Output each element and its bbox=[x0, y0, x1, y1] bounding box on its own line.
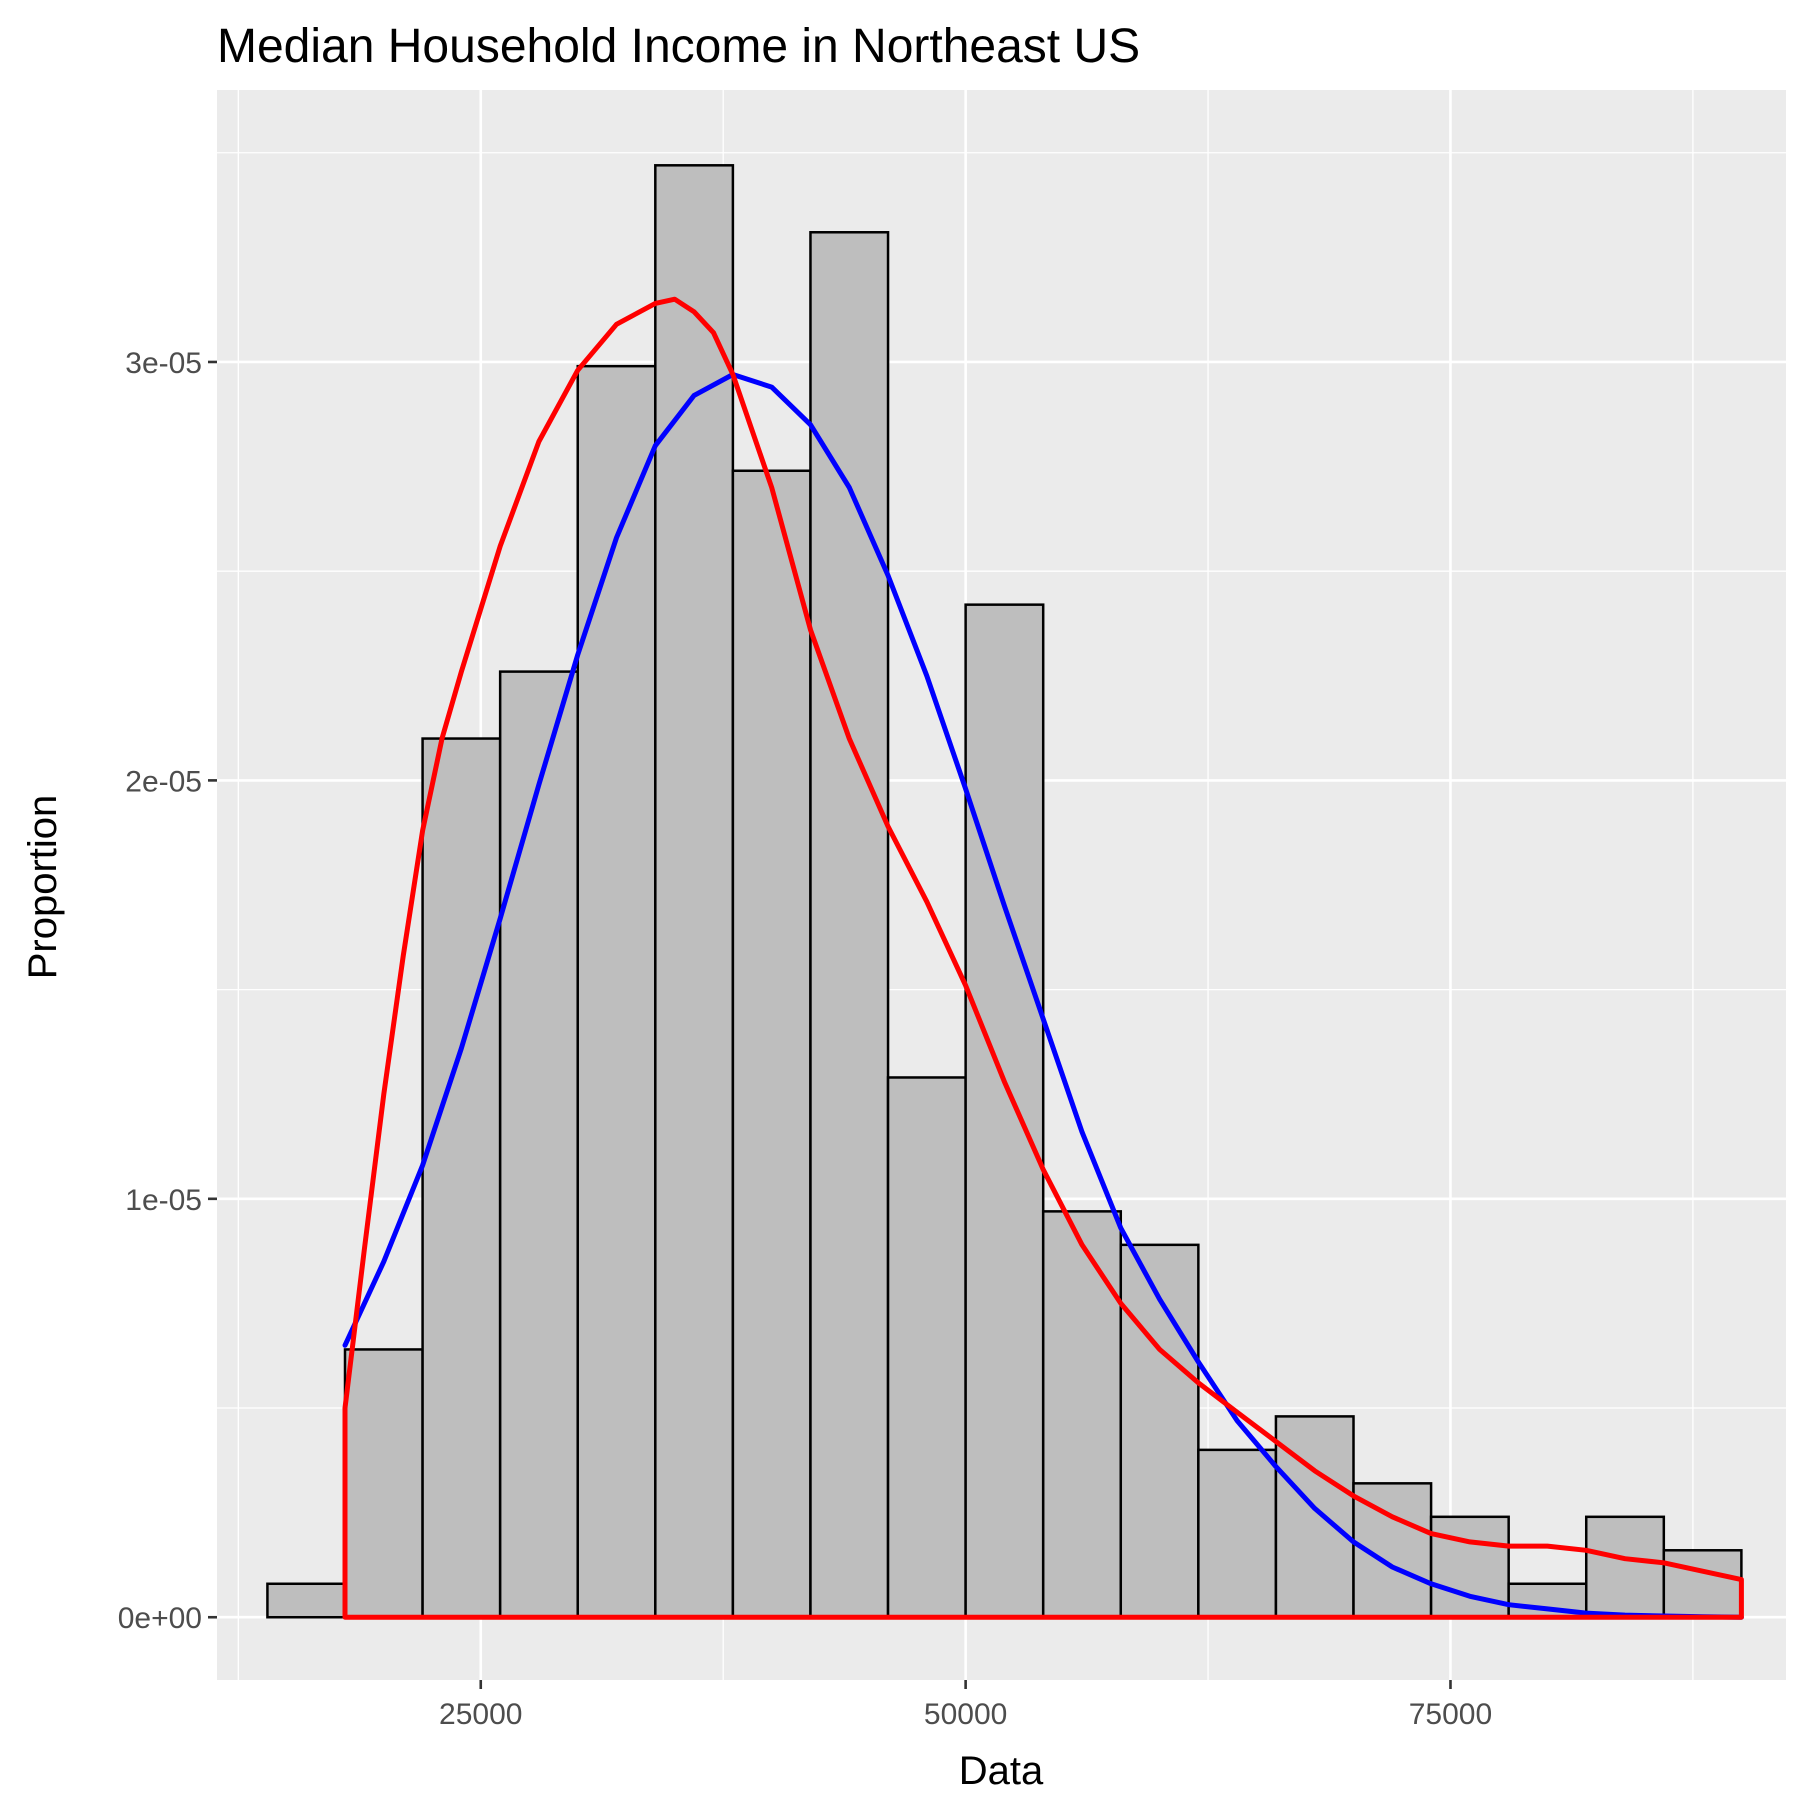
histogram-bar bbox=[266, 1582, 347, 1619]
normal-fit-curve bbox=[342, 372, 1744, 1620]
x-tick-label: 50000 bbox=[924, 1698, 1007, 1731]
chart-title: Median Household Income in Northeast US bbox=[217, 20, 1140, 73]
density-curves bbox=[342, 296, 1744, 1620]
x-axis-title: Data bbox=[959, 1749, 1044, 1793]
histogram-bar bbox=[1662, 1549, 1743, 1619]
histogram-bar bbox=[421, 737, 502, 1619]
histogram-bar bbox=[886, 1076, 967, 1619]
histogram-bar bbox=[1041, 1210, 1123, 1619]
x-axis: 25000 50000 75000 bbox=[439, 1680, 1492, 1731]
y-axis-title: Proportion bbox=[21, 795, 65, 980]
histogram-bars bbox=[266, 164, 1743, 1619]
histogram-bar bbox=[1584, 1515, 1666, 1619]
histogram-bar bbox=[964, 603, 1045, 1619]
kernel-density-curve bbox=[342, 296, 1744, 1620]
histogram-bar bbox=[1197, 1448, 1278, 1619]
y-tick-label: 1e-05 bbox=[125, 1184, 202, 1217]
histogram-bar bbox=[576, 364, 657, 1619]
histogram-bar bbox=[498, 670, 579, 1619]
x-tick-label: 25000 bbox=[439, 1698, 522, 1731]
y-tick-label: 0e+00 bbox=[118, 1602, 202, 1635]
histogram-bar bbox=[1274, 1415, 1355, 1619]
histogram-bar bbox=[343, 1348, 424, 1619]
y-tick-label: 3e-05 bbox=[125, 347, 202, 380]
histogram-bar bbox=[731, 469, 812, 1619]
histogram-bar bbox=[1119, 1243, 1200, 1619]
x-tick-label: 75000 bbox=[1409, 1698, 1492, 1731]
histogram-bar bbox=[809, 231, 890, 1619]
y-axis: 0e+00 1e-05 2e-05 3e-05 bbox=[118, 347, 217, 1635]
y-tick-label: 2e-05 bbox=[125, 765, 202, 798]
